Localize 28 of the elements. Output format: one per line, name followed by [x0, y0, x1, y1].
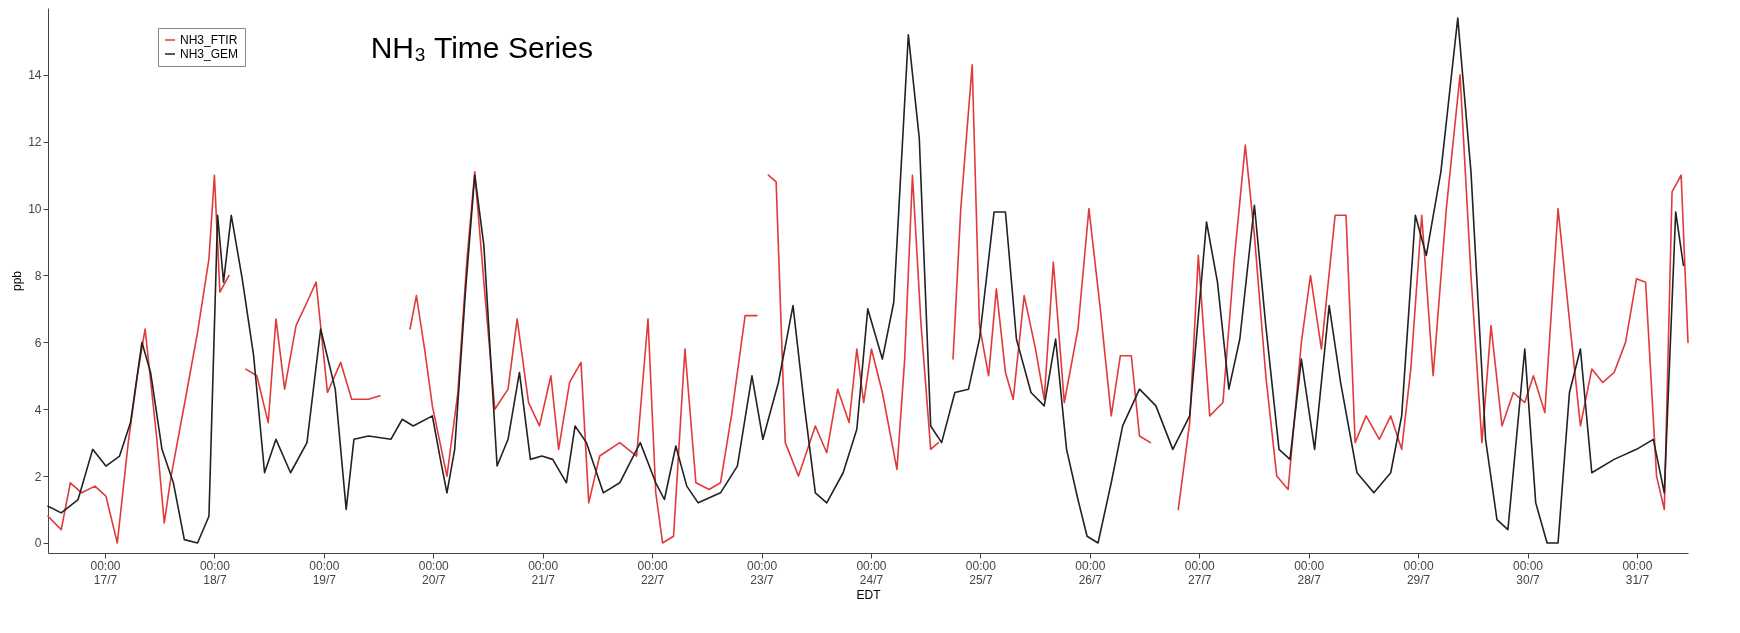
x-tick-label: 00:00 28/7	[1294, 558, 1325, 587]
y-tick-label: 14	[28, 68, 42, 83]
x-tick-label: 00:00 21/7	[528, 558, 559, 587]
x-tick-label: 00:00 19/7	[309, 558, 340, 587]
x-tick-label: 00:00 25/7	[965, 558, 997, 587]
x-tick-label: 00:00 29/7	[1403, 558, 1434, 587]
x-tick-label: 00:00 20/7	[418, 558, 450, 587]
y-tick-label: 12	[28, 135, 42, 150]
x-tick-label: 00:00 23/7	[747, 558, 778, 587]
y-tick-label: 6	[34, 335, 42, 350]
y-tick-label: 4	[34, 402, 42, 417]
legend-label: NH3_FTIR	[180, 33, 238, 47]
legend-label: NH3_GEM	[180, 47, 239, 61]
x-tick-label: 00:00 30/7	[1513, 558, 1544, 587]
text: NH₃ Time Series	[370, 31, 593, 64]
x-axis-title: EDT	[856, 587, 882, 602]
y-tick-label: 8	[34, 268, 42, 283]
x-tick-label: 00:00 24/7	[856, 558, 887, 587]
y-tick-label: 10	[28, 202, 42, 217]
x-tick-label: 00:00 18/7	[199, 558, 231, 587]
x-tick-label: 00:00 26/7	[1075, 558, 1106, 587]
y-tick-label: 2	[34, 469, 42, 484]
x-tick-label: 00:00 17/7	[90, 558, 121, 587]
y-axis-title: ppb	[10, 270, 25, 292]
x-tick-label: 00:00 27/7	[1184, 558, 1216, 587]
x-tick-label: 00:00 31/7	[1622, 558, 1653, 587]
x-tick-label: 00:00 22/7	[637, 558, 668, 587]
y-tick-label: 0	[34, 536, 42, 551]
